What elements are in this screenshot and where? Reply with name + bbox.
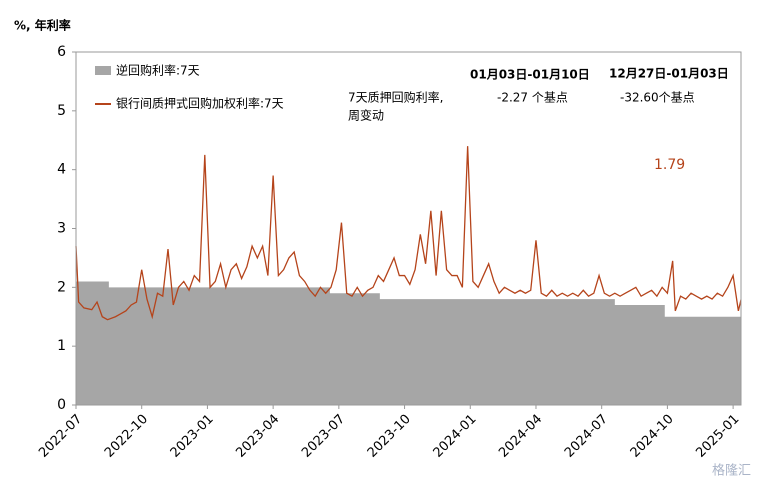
x-tick-label: 2023-01: [168, 412, 217, 461]
y-tick-label: 5: [57, 103, 66, 119]
x-tick-label: 2023-07: [299, 412, 348, 461]
watermark: 格隆汇: [712, 463, 751, 479]
y-axis-label: %, 年利率: [14, 18, 71, 33]
x-tick-label: 2024-01: [431, 412, 480, 461]
legend-swatch: [95, 66, 111, 75]
y-tick-label: 4: [57, 162, 66, 178]
area: [76, 281, 741, 405]
x-tick-label: 2022-10: [102, 412, 151, 461]
y-tick-label: 1: [57, 338, 66, 354]
line: [75, 146, 742, 321]
x-tick-label: 2022-07: [36, 412, 85, 461]
annotation: 7天质押回购利率,: [348, 90, 443, 105]
x-tick-label: 2025-01: [693, 412, 742, 461]
legend-label: 逆回购利率:7天: [116, 63, 200, 78]
annotation: 12月27日-01月03日: [609, 67, 729, 81]
y-tick-label: 2: [57, 279, 66, 295]
x-tick-label: 2024-10: [628, 412, 677, 461]
y-tick-label: 0: [57, 397, 66, 413]
annotation: 01月03日-01月10日: [470, 68, 590, 82]
x-tick-label: 2024-04: [496, 412, 545, 461]
x-tick-label: 2024-07: [562, 412, 611, 461]
annotation: 1.79: [654, 157, 685, 173]
annotation: 周变动: [348, 108, 384, 123]
annotation: -2.27 个基点: [497, 91, 568, 105]
x-tick-label: 2023-04: [233, 412, 282, 461]
legend-label: 银行间质押式回购加权利率:7天: [116, 96, 284, 111]
y-tick-label: 6: [57, 44, 66, 60]
annotation: -32.60个基点: [620, 91, 695, 105]
y-tick-label: 3: [57, 221, 66, 237]
plot-area: [75, 146, 742, 405]
x-tick-label: 2023-10: [365, 412, 414, 461]
